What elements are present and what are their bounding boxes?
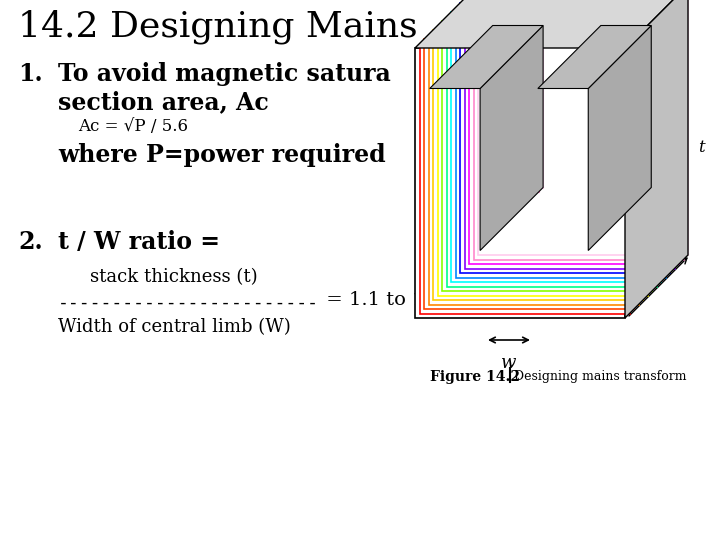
Bar: [464, 0, 675, 268]
Bar: [460, 3, 670, 273]
Text: ------------------------: ------------------------: [58, 294, 319, 312]
Bar: [456, 8, 665, 278]
Text: Ac = √P / 5.6: Ac = √P / 5.6: [78, 118, 188, 135]
Bar: [438, 79, 489, 241]
Bar: [466, 52, 516, 214]
Bar: [444, 75, 494, 237]
Polygon shape: [625, 0, 688, 318]
Bar: [570, 57, 620, 219]
Text: To avoid magnetic satura: To avoid magnetic satura: [58, 62, 391, 86]
Text: section area, Ac: section area, Ac: [58, 90, 269, 114]
Polygon shape: [480, 25, 543, 251]
Bar: [424, 39, 634, 309]
Text: 2.: 2.: [18, 230, 42, 254]
Bar: [430, 89, 480, 251]
Bar: [469, 0, 679, 264]
Bar: [552, 75, 602, 237]
Text: where P=power required: where P=power required: [58, 143, 386, 167]
Bar: [565, 62, 616, 224]
Polygon shape: [538, 25, 652, 89]
Polygon shape: [415, 0, 688, 48]
Bar: [592, 35, 642, 197]
Polygon shape: [430, 25, 543, 89]
Bar: [583, 44, 634, 206]
Bar: [488, 30, 539, 192]
Bar: [547, 79, 598, 241]
Text: Designing mains transform: Designing mains transform: [514, 370, 686, 383]
Text: 14.2 Designing Mains: 14.2 Designing Mains: [18, 10, 418, 44]
Text: t: t: [698, 138, 705, 156]
Text: = 1.1 to 1.5: = 1.1 to 1.5: [320, 291, 443, 309]
Bar: [420, 44, 629, 314]
Bar: [442, 21, 652, 291]
Text: Width of central limb (W): Width of central limb (W): [58, 318, 291, 336]
Bar: [434, 84, 485, 246]
Polygon shape: [588, 25, 652, 251]
Bar: [588, 39, 638, 201]
Bar: [428, 35, 639, 305]
Bar: [574, 52, 624, 214]
Bar: [474, 0, 683, 260]
Bar: [478, 0, 688, 255]
Bar: [451, 12, 661, 282]
Bar: [446, 17, 657, 287]
Text: 1.: 1.: [18, 62, 42, 86]
Bar: [470, 48, 521, 210]
Text: Figure 14.2: Figure 14.2: [430, 370, 520, 384]
Bar: [560, 66, 611, 228]
Bar: [484, 35, 534, 197]
Bar: [480, 39, 530, 201]
Bar: [556, 71, 606, 233]
Text: w: w: [501, 354, 517, 372]
Bar: [438, 25, 647, 295]
Bar: [474, 44, 525, 206]
Bar: [433, 30, 643, 300]
Bar: [456, 62, 507, 224]
Bar: [462, 57, 512, 219]
Bar: [542, 84, 593, 246]
Bar: [448, 71, 498, 233]
Bar: [601, 25, 652, 187]
Bar: [415, 48, 625, 318]
Text: stack thickness (t): stack thickness (t): [90, 268, 258, 286]
Bar: [538, 89, 588, 251]
Bar: [596, 30, 647, 192]
Bar: [492, 25, 543, 187]
Bar: [452, 66, 503, 228]
Bar: [578, 48, 629, 210]
Text: t / W ratio =: t / W ratio =: [58, 230, 220, 254]
